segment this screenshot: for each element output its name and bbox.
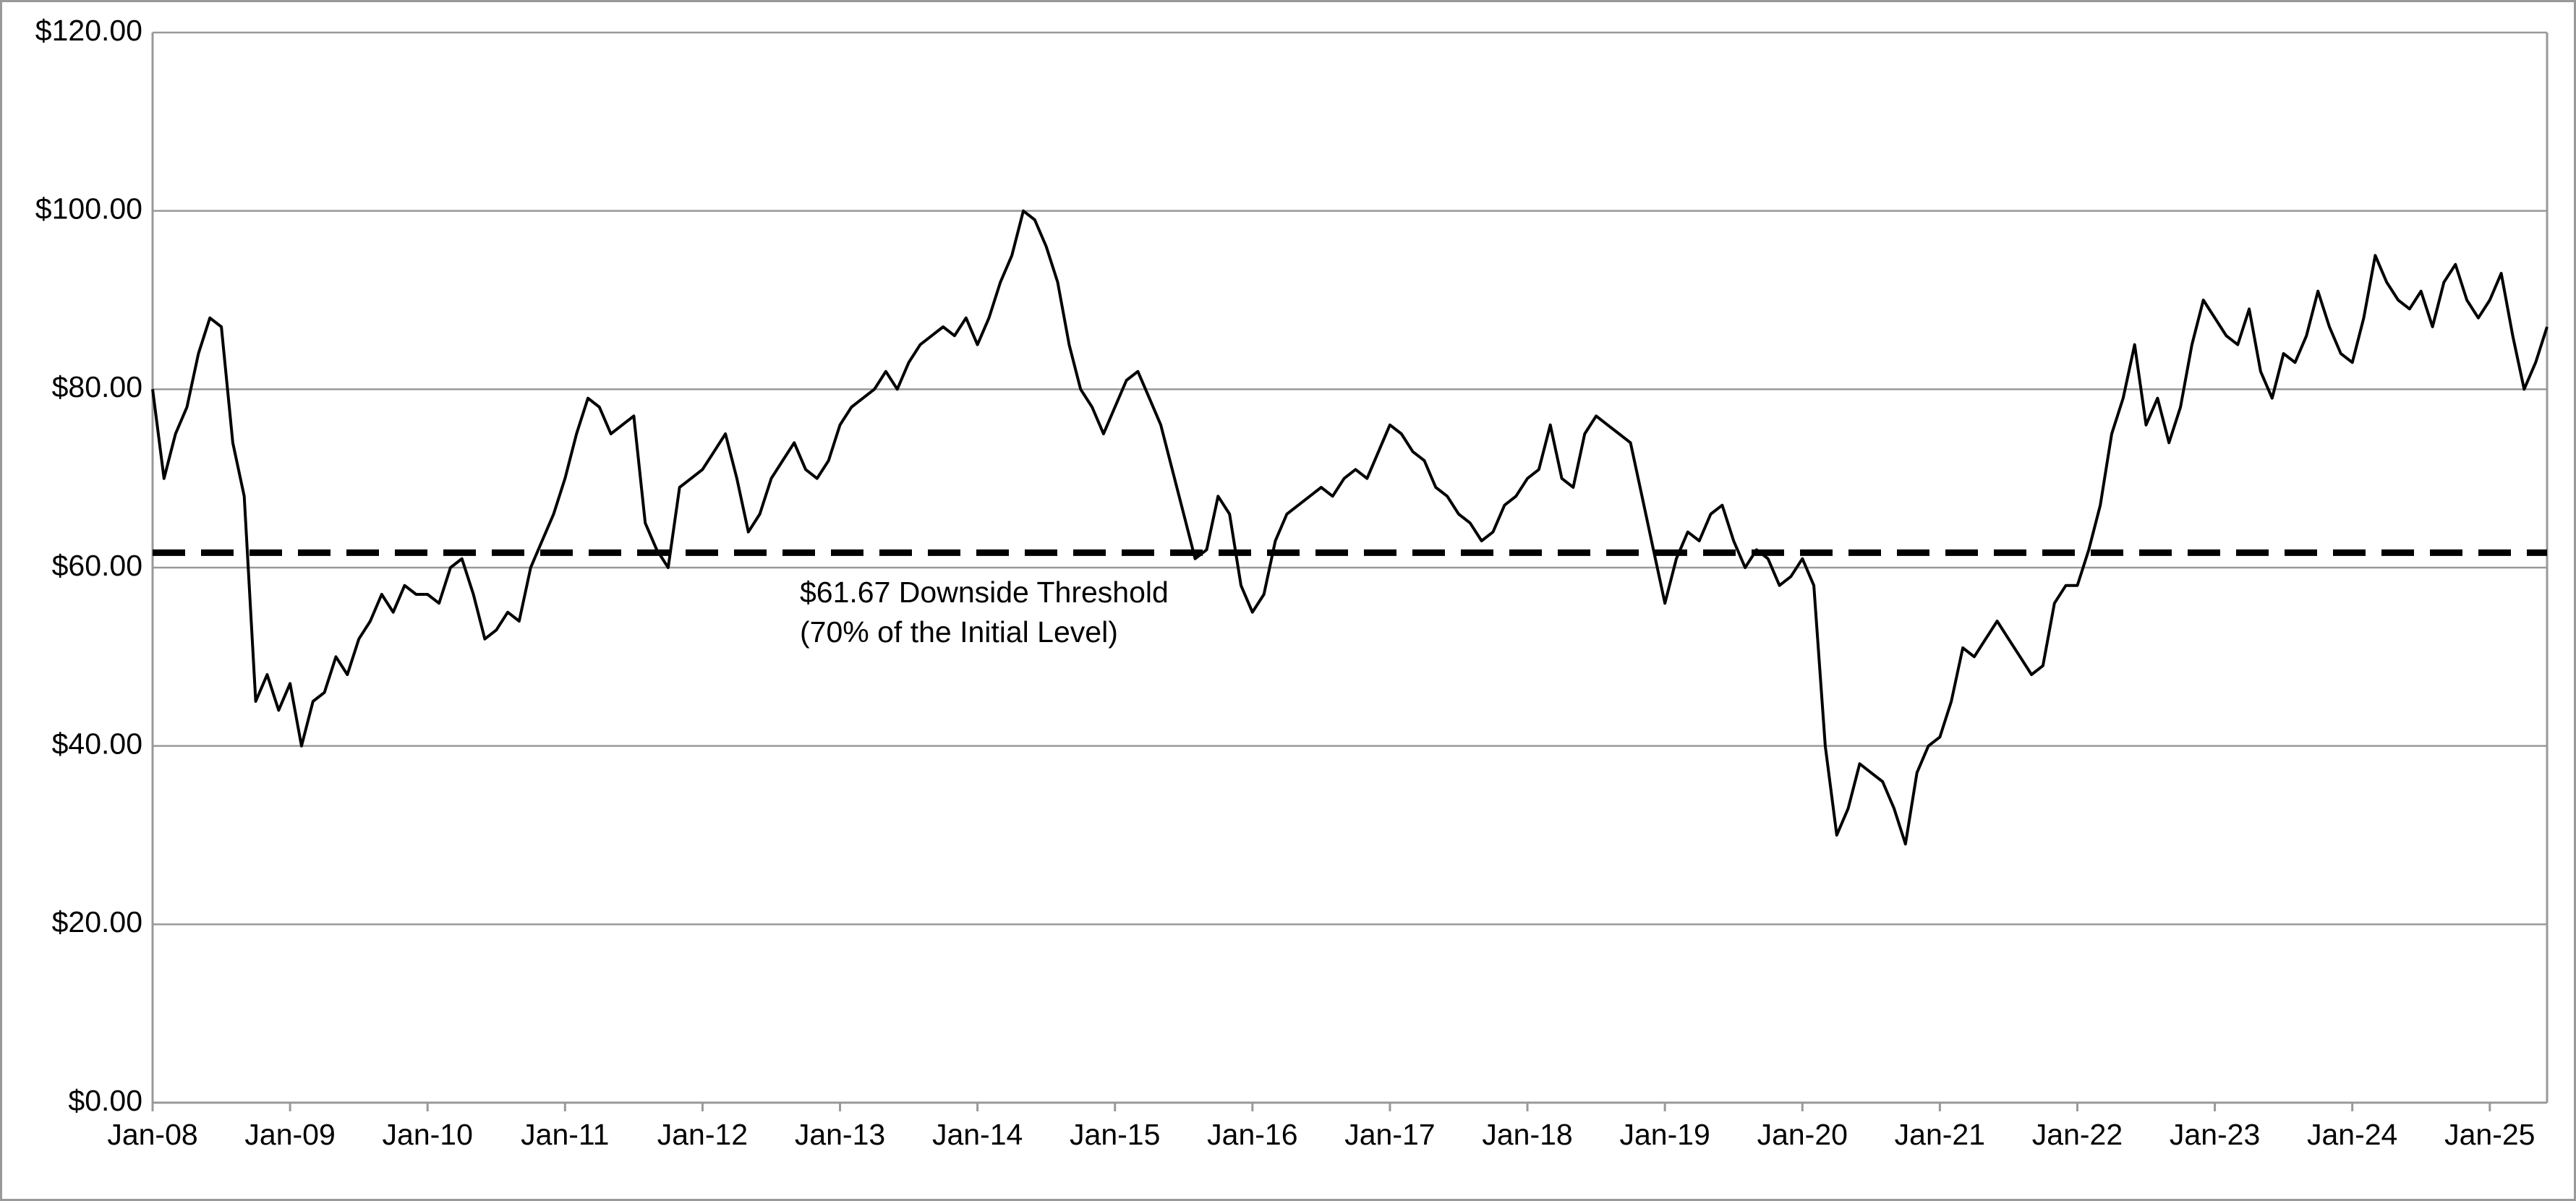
x-tick-label: Jan-13 (795, 1118, 885, 1151)
x-tick-label: Jan-21 (1895, 1118, 1985, 1151)
y-tick-label: $60.00 (52, 549, 142, 582)
y-tick-label: $40.00 (52, 727, 142, 760)
x-tick-label: Jan-18 (1482, 1118, 1572, 1151)
x-tick-label: Jan-09 (244, 1118, 335, 1151)
x-tick-label: Jan-20 (1757, 1118, 1848, 1151)
x-tick-label: Jan-11 (521, 1118, 609, 1151)
x-tick-label: Jan-08 (107, 1118, 197, 1151)
x-tick-label: Jan-24 (2307, 1118, 2397, 1151)
x-tick-label: Jan-22 (2032, 1118, 2123, 1151)
y-tick-label: $80.00 (52, 370, 142, 403)
x-tick-label: Jan-15 (1070, 1118, 1160, 1151)
x-tick-label: Jan-23 (2170, 1118, 2260, 1151)
y-tick-label: $20.00 (52, 905, 142, 939)
y-tick-label: $100.00 (35, 192, 142, 225)
x-tick-label: Jan-19 (1619, 1118, 1710, 1151)
y-tick-label: $0.00 (68, 1084, 142, 1117)
price-line (151, 209, 2549, 846)
x-tick-label: Jan-10 (383, 1118, 473, 1151)
x-tick-label: Jan-12 (657, 1118, 748, 1151)
y-tick-label: $120.00 (35, 14, 142, 47)
x-tick-label: Jan-17 (1344, 1118, 1435, 1151)
annotation: $61.67 Downside Threshold (800, 576, 1169, 609)
annotation: (70% of the Initial Level) (800, 615, 1118, 649)
x-tick-label: Jan-16 (1207, 1118, 1297, 1151)
x-tick-label: Jan-25 (2444, 1118, 2535, 1151)
x-tick-label: Jan-14 (932, 1118, 1023, 1151)
